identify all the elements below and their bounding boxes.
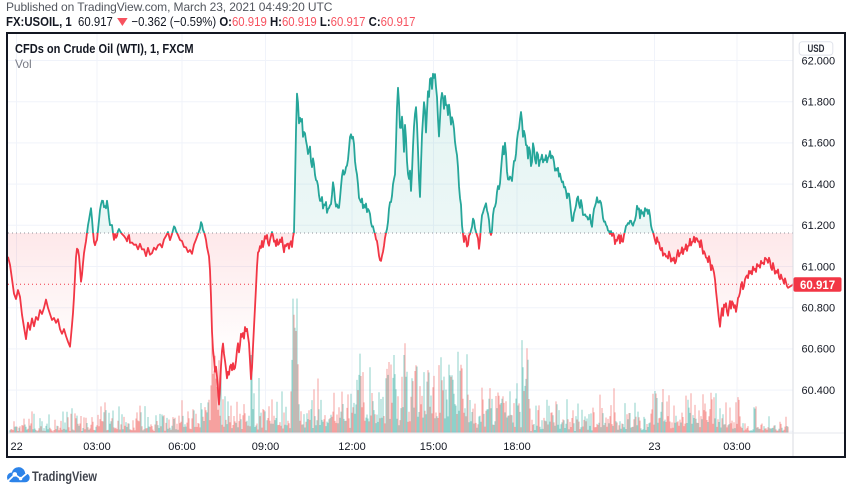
svg-text:15:00: 15:00 <box>420 441 448 453</box>
svg-text:61.000: 61.000 <box>802 261 836 273</box>
svg-text:03:00: 03:00 <box>723 441 751 453</box>
svg-text:60.917: 60.917 <box>800 280 835 292</box>
svg-text:61.400: 61.400 <box>802 179 836 191</box>
svg-text:USD: USD <box>808 43 825 55</box>
svg-text:22: 22 <box>11 441 23 453</box>
svg-text:03:00: 03:00 <box>83 441 111 453</box>
svg-text:61.200: 61.200 <box>802 220 836 232</box>
svg-text:60.400: 60.400 <box>802 385 836 397</box>
svg-text:62.000: 62.000 <box>802 55 836 67</box>
svg-text:61.600: 61.600 <box>802 138 836 150</box>
svg-text:09:00: 09:00 <box>252 441 280 453</box>
svg-text:60.800: 60.800 <box>802 303 836 315</box>
svg-text:18:00: 18:00 <box>503 441 531 453</box>
svg-text:12:00: 12:00 <box>338 441 366 453</box>
svg-text:06:00: 06:00 <box>168 441 196 453</box>
svg-text:61.800: 61.800 <box>802 97 836 109</box>
svg-text:60.600: 60.600 <box>802 344 836 356</box>
svg-text:23: 23 <box>648 441 660 453</box>
